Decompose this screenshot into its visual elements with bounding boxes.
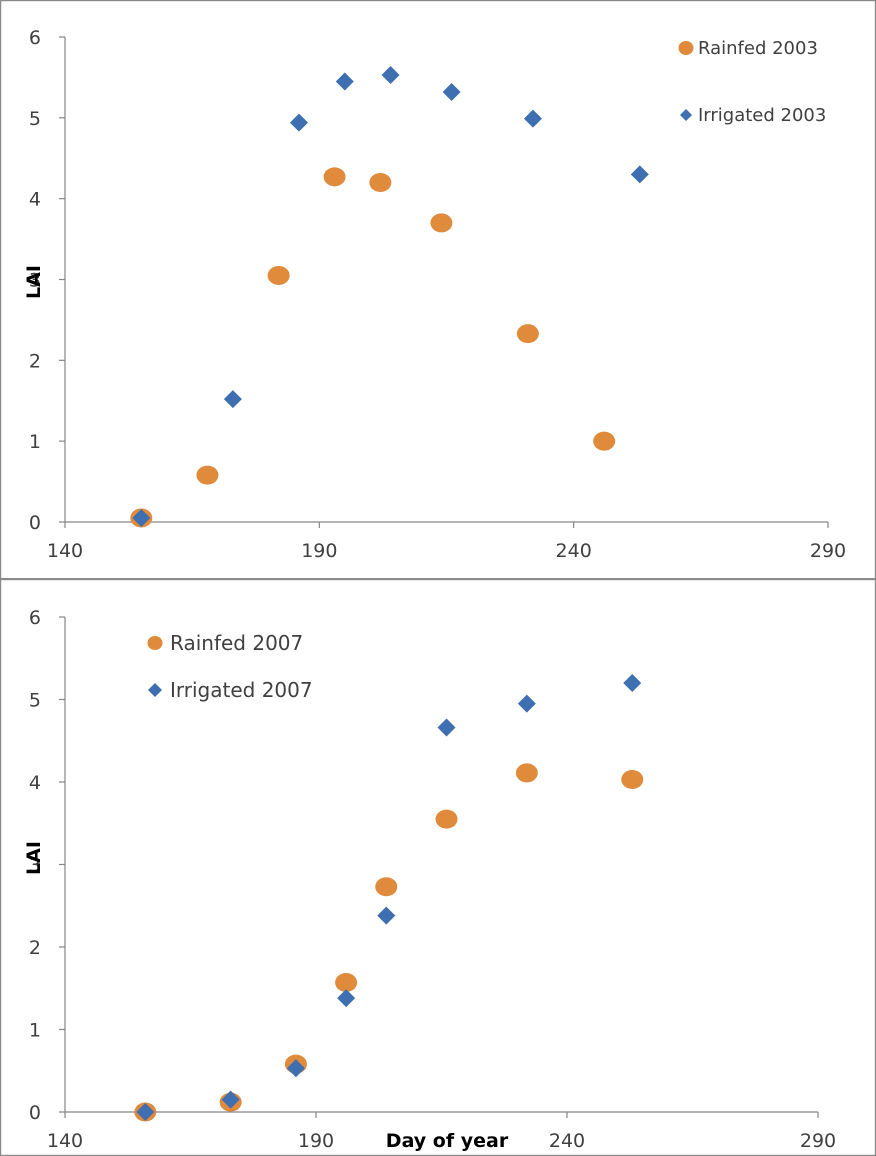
y-tick-label: 4 (29, 772, 41, 794)
legend: Rainfed 2003 Irrigated 2003 (678, 38, 826, 126)
x-tick-label: 140 (47, 540, 83, 562)
data-point (430, 213, 453, 233)
y-tick-label: 0 (29, 1102, 41, 1124)
data-point (223, 390, 242, 409)
series-rainfed-2003 (130, 167, 616, 528)
legend-item-irrigated-2003: Irrigated 2003 (680, 105, 826, 126)
x-tick-label: 190 (298, 1130, 334, 1152)
chart-panel-2003: 0 1 2 3 4 5 6 140 190 240 290 LAI Rainfed 2003 Irr… (0, 0, 876, 580)
data-point (381, 65, 400, 84)
y-tick-label: 1 (29, 1020, 41, 1042)
y-tick-label: 6 (29, 607, 41, 629)
data-point (369, 173, 392, 192)
legend-item-irrigated-2007: Irrigated 2007 (148, 678, 313, 702)
data-point (375, 877, 398, 897)
data-point (221, 1090, 240, 1109)
data-point (132, 508, 151, 527)
x-axis-label: Day of year (386, 1130, 509, 1152)
legend-label: Rainfed 2003 (698, 38, 818, 59)
data-point (286, 1059, 305, 1078)
data-point (442, 82, 461, 101)
y-tick-label: 4 (29, 189, 41, 211)
y-tick-label: 0 (29, 512, 41, 534)
data-point (593, 431, 616, 451)
x-tick-label: 240 (549, 1130, 585, 1152)
data-point (136, 1103, 155, 1121)
data-point (337, 989, 356, 1008)
y-axis-label: LAI (23, 841, 45, 875)
data-point (335, 972, 358, 992)
y-tick-label: 1 (29, 431, 41, 453)
panel-border (0, 0, 876, 580)
data-point (267, 265, 290, 285)
y-tick-label: 3 (29, 270, 41, 292)
legend-label: Rainfed 2007 (170, 631, 303, 655)
y-axis-label: LAI (23, 265, 45, 299)
legend-marker-circle (678, 41, 694, 55)
legend-label: Irrigated 2003 (698, 105, 826, 126)
data-point (323, 167, 346, 187)
panel-border (0, 578, 876, 1156)
y-tick-label: 3 (29, 855, 41, 877)
data-point (630, 165, 649, 184)
data-point (335, 72, 354, 91)
data-point (523, 109, 542, 128)
y-tick-label: 2 (29, 350, 41, 372)
data-point (435, 809, 458, 829)
x-tick-label: 290 (800, 1130, 836, 1152)
data-point (289, 113, 308, 132)
x-tick-label: 240 (556, 540, 592, 562)
series-irrigated-2007 (136, 674, 642, 1121)
series-irrigated-2003 (132, 65, 649, 527)
chart-panel-2007: 0 1 2 3 4 5 6 140 190 240 290 LAI Day of year Rain… (0, 578, 876, 1156)
legend-marker-circle (147, 636, 163, 650)
legend-label: Irrigated 2007 (170, 678, 313, 702)
plot-area: 0 1 2 3 4 5 6 140 190 240 290 (29, 607, 836, 1152)
data-point (516, 324, 539, 344)
legend-item-rainfed-2007: Rainfed 2007 (147, 631, 303, 655)
x-tick-label: 140 (47, 1130, 83, 1152)
data-point (515, 763, 538, 783)
y-tick-label: 6 (29, 27, 41, 49)
legend-marker-diamond (148, 683, 162, 697)
y-tick-label: 2 (29, 937, 41, 959)
x-tick-label: 290 (810, 540, 846, 562)
plot-area: 0 1 2 3 4 5 6 140 190 240 290 (29, 27, 846, 562)
y-tick-label: 5 (29, 108, 41, 130)
legend: Rainfed 2007 Irrigated 2007 (147, 631, 313, 702)
data-point (437, 718, 456, 737)
legend-marker-diamond (680, 109, 692, 121)
data-point (623, 674, 642, 692)
y-tick-label: 5 (29, 690, 41, 712)
data-point (621, 770, 644, 790)
data-point (196, 465, 219, 485)
x-tick-label: 190 (301, 540, 337, 562)
data-point (517, 694, 536, 713)
legend-item-rainfed-2003: Rainfed 2003 (678, 38, 818, 59)
data-point (377, 906, 396, 925)
